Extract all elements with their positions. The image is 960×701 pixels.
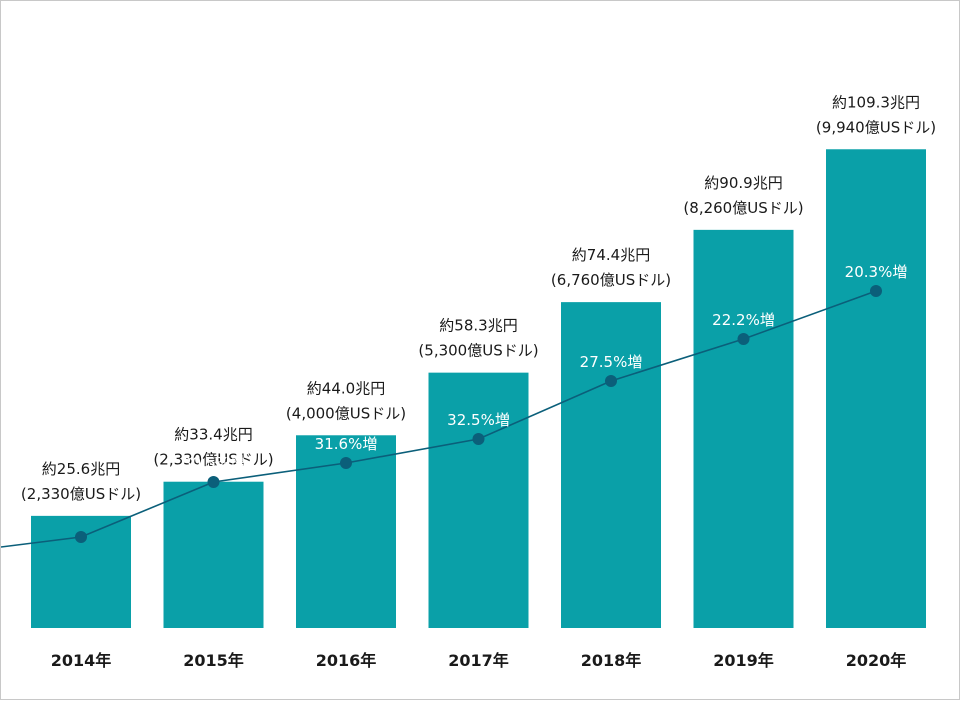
- growth-label-6: 20.3%増: [845, 263, 908, 281]
- growth-point-0: [75, 531, 87, 543]
- value-label-4-0: 約74.4兆円: [572, 246, 650, 264]
- growth-point-1: [207, 476, 220, 488]
- value-label-1-1: (2,330億USドル): [153, 451, 273, 469]
- growth-label-5: 22.2%増: [712, 311, 775, 329]
- value-label-5-0: 約90.9兆円: [704, 174, 782, 192]
- value-label-0-0: 約25.6兆円: [42, 460, 120, 478]
- growth-point-4: [605, 375, 617, 387]
- value-label-2-1: (4,000億USドル): [286, 404, 406, 422]
- x-tick-label-4: 2018年: [581, 651, 642, 670]
- growth-label-1: 30.5%増: [182, 454, 245, 472]
- value-label-6-0: 約109.3兆円: [832, 93, 920, 111]
- value-label-4-1: (6,760億USドル): [551, 271, 671, 289]
- x-tick-label-1: 2015年: [183, 651, 244, 670]
- growth-label-4: 27.5%増: [580, 353, 643, 371]
- x-tick-label-3: 2017年: [448, 651, 509, 670]
- growth-label-3: 32.5%増: [447, 411, 510, 429]
- bar-3: [428, 372, 529, 628]
- bar-6: [826, 149, 926, 629]
- growth-label-2: 31.6%増: [315, 435, 378, 453]
- value-label-1-0: 約33.4兆円: [174, 426, 252, 444]
- value-label-3-0: 約58.3兆円: [439, 317, 517, 335]
- value-label-2-0: 約44.0兆円: [307, 379, 385, 397]
- value-label-5-1: (8,260億USドル): [683, 199, 803, 217]
- growth-point-3: [472, 433, 485, 445]
- bar-4: [561, 302, 661, 628]
- value-label-6-1: (9,940億USドル): [816, 118, 936, 136]
- growth-line: [1, 290, 877, 548]
- x-tick-label-6: 2020年: [846, 651, 907, 670]
- value-label-0-1: (2,330億USドル): [21, 485, 141, 503]
- bar-1: [163, 481, 264, 628]
- growth-point-2: [340, 457, 352, 469]
- x-tick-label-0: 2014年: [51, 651, 112, 670]
- bar-5: [693, 229, 794, 628]
- x-tick-label-2: 2016年: [316, 651, 377, 670]
- x-tick-label-5: 2019年: [713, 651, 774, 670]
- growth-point-5: [737, 333, 750, 345]
- growth-point-6: [870, 285, 882, 297]
- value-label-3-1: (5,300億USドル): [418, 342, 538, 360]
